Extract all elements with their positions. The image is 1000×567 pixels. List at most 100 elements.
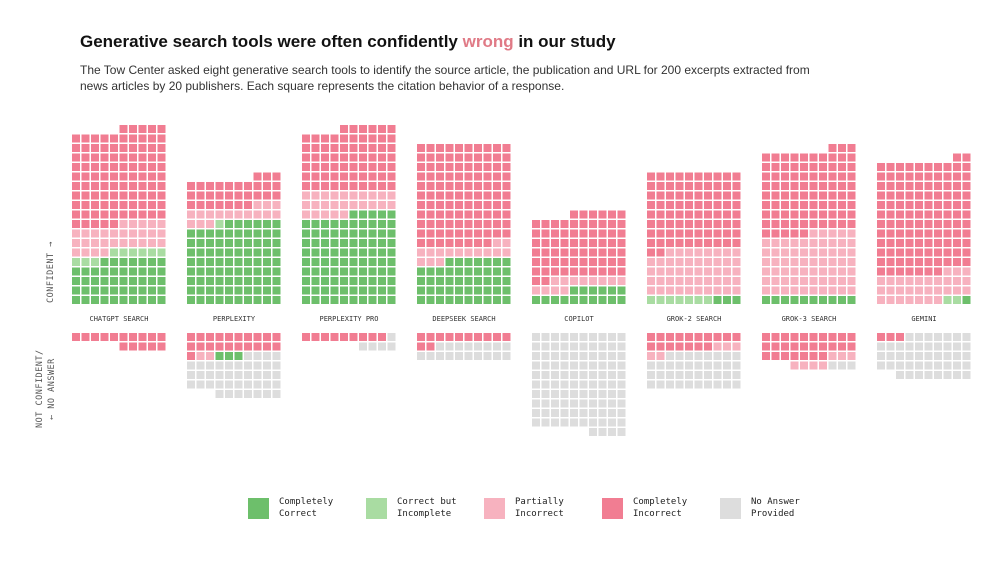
cell-confident-completely-correct	[206, 267, 214, 276]
cell-confident-completely-incorrect	[455, 182, 463, 190]
cell-confident-partially-incorrect	[330, 210, 339, 219]
cell-confident-partially-incorrect	[790, 277, 799, 285]
cell-not-confident-no-answer	[263, 371, 271, 379]
cell-confident-completely-correct	[302, 258, 310, 266]
cell-confident-partially-incorrect	[809, 248, 818, 257]
cell-not-confident-no-answer	[532, 371, 540, 379]
cell-confident-completely-incorrect	[598, 267, 607, 276]
cell-confident-completely-incorrect	[579, 220, 588, 228]
cell-confident-completely-correct	[234, 258, 243, 266]
cell-confident-completely-correct	[378, 258, 386, 266]
cell-confident-completely-correct	[387, 210, 396, 219]
cell-confident-completely-correct	[253, 239, 262, 247]
cell-confident-completely-incorrect	[474, 182, 482, 190]
cell-not-confident-no-answer	[225, 371, 233, 379]
cell-not-confident-no-answer	[905, 352, 914, 360]
cell-confident-partially-incorrect	[962, 286, 971, 295]
cell-confident-partially-incorrect	[656, 258, 665, 266]
cell-not-confident-no-answer	[608, 352, 616, 360]
cell-confident-completely-incorrect	[148, 163, 156, 171]
cell-not-confident-no-answer	[464, 352, 473, 360]
cell-not-confident-no-answer	[560, 409, 569, 417]
cell-confident-completely-incorrect	[110, 220, 118, 228]
cell-confident-completely-correct	[272, 277, 281, 285]
cell-confident-completely-correct	[119, 286, 128, 295]
cell-confident-completely-incorrect	[589, 210, 597, 219]
cell-confident-completely-incorrect	[129, 125, 137, 133]
cell-confident-completely-incorrect	[502, 201, 511, 209]
cell-not-confident-no-answer	[656, 361, 665, 370]
cell-not-confident-no-answer	[608, 399, 616, 408]
cell-confident-completely-incorrect	[321, 172, 329, 181]
cell-confident-completely-incorrect	[953, 191, 961, 200]
cell-not-confident-no-answer	[589, 371, 597, 379]
cell-confident-completely-correct	[206, 258, 214, 266]
cell-confident-partially-incorrect	[896, 296, 904, 304]
cell-confident-completely-correct	[378, 229, 386, 238]
cell-confident-partially-incorrect	[579, 277, 588, 285]
cell-confident-completely-incorrect	[800, 153, 808, 162]
cell-confident-completely-incorrect	[896, 248, 904, 257]
cell-not-confident-partially-incorrect	[800, 361, 808, 370]
cell-confident-completely-incorrect	[349, 125, 358, 133]
cell-confident-completely-incorrect	[119, 163, 128, 171]
cell-confident-completely-correct	[157, 267, 166, 276]
cell-not-confident-no-answer	[187, 380, 195, 389]
cell-confident-completely-incorrect	[924, 220, 933, 228]
cell-confident-completely-correct	[206, 248, 214, 257]
cell-confident-completely-incorrect	[378, 182, 386, 190]
cell-confident-partially-incorrect	[311, 201, 320, 209]
cell-confident-completely-incorrect	[819, 210, 827, 219]
cell-confident-completely-incorrect	[148, 210, 156, 219]
cell-confident-completely-incorrect	[387, 153, 396, 162]
cell-confident-completely-incorrect	[886, 258, 895, 266]
cell-confident-completely-correct	[359, 248, 367, 257]
cell-confident-completely-incorrect	[464, 191, 473, 200]
cell-confident-completely-incorrect	[962, 258, 971, 266]
cell-confident-completely-incorrect	[656, 248, 665, 257]
cell-confident-completely-incorrect	[502, 191, 511, 200]
cell-confident-completely-incorrect	[541, 229, 550, 238]
cell-confident-completely-incorrect	[340, 144, 348, 152]
legend-item: Completely Correct	[248, 496, 366, 520]
cell-not-confident-completely-incorrect	[828, 333, 837, 341]
cell-confident-completely-correct	[417, 267, 425, 276]
cell-confident-partially-incorrect	[771, 277, 780, 285]
cell-confident-completely-incorrect	[943, 239, 952, 247]
cell-confident-completely-incorrect	[934, 172, 942, 181]
cell-confident-completely-correct	[244, 239, 252, 247]
cell-confident-correct-but-incomplete	[694, 296, 703, 304]
cell-confident-completely-incorrect	[187, 182, 195, 190]
cell-confident-completely-incorrect	[455, 201, 463, 209]
cell-confident-completely-correct	[225, 267, 233, 276]
cell-confident-completely-incorrect	[311, 172, 320, 181]
cell-confident-completely-incorrect	[694, 220, 703, 228]
cell-confident-completely-correct	[272, 229, 281, 238]
cell-not-confident-no-answer	[924, 333, 933, 341]
cell-confident-completely-correct	[560, 296, 569, 304]
cell-confident-completely-incorrect	[196, 201, 205, 209]
cell-confident-completely-incorrect	[800, 163, 808, 171]
cell-not-confident-completely-incorrect	[253, 333, 262, 341]
cell-confident-completely-incorrect	[790, 172, 799, 181]
cell-confident-partially-incorrect	[809, 239, 818, 247]
cell-not-confident-no-answer	[493, 352, 501, 360]
cell-confident-correct-but-incomplete	[138, 248, 147, 257]
cell-confident-completely-correct	[436, 277, 444, 285]
cell-confident-completely-incorrect	[647, 210, 655, 219]
cell-confident-completely-correct	[464, 286, 473, 295]
cell-confident-completely-incorrect	[877, 258, 885, 266]
cell-confident-completely-incorrect	[196, 182, 205, 190]
cell-confident-completely-incorrect	[877, 220, 885, 228]
cell-confident-completely-correct	[378, 277, 386, 285]
cell-confident-completely-incorrect	[617, 258, 626, 266]
cell-confident-completely-incorrect	[570, 258, 578, 266]
cell-confident-completely-correct	[493, 267, 501, 276]
cell-not-confident-no-answer	[560, 333, 569, 341]
cell-confident-completely-incorrect	[474, 172, 482, 181]
cell-confident-completely-incorrect	[129, 210, 137, 219]
cell-confident-completely-incorrect	[877, 191, 885, 200]
cell-not-confident-no-answer	[570, 361, 578, 370]
cell-confident-completely-correct	[253, 277, 262, 285]
